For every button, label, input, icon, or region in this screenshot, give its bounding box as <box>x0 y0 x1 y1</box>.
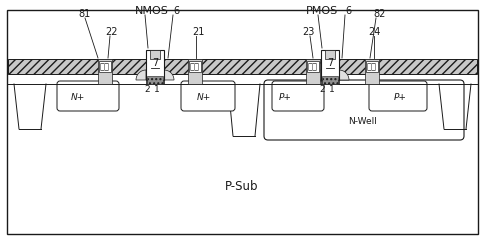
FancyBboxPatch shape <box>181 81 235 111</box>
Text: 漏极: 漏极 <box>190 62 199 71</box>
Text: 82: 82 <box>373 9 385 19</box>
Text: 23: 23 <box>301 27 314 37</box>
Bar <box>305 59 319 84</box>
FancyBboxPatch shape <box>272 81 323 111</box>
Bar <box>320 80 338 84</box>
FancyBboxPatch shape <box>57 81 119 111</box>
FancyBboxPatch shape <box>368 81 426 111</box>
Wedge shape <box>338 70 348 80</box>
Bar <box>321 76 337 84</box>
Text: N-Well: N-Well <box>348 118 377 127</box>
Wedge shape <box>164 70 174 80</box>
Bar <box>8 59 476 74</box>
Text: 81: 81 <box>79 9 91 19</box>
Text: N+: N+ <box>71 93 85 103</box>
Text: 源极: 源极 <box>100 62 110 71</box>
Text: 22: 22 <box>106 27 118 37</box>
Wedge shape <box>310 70 320 80</box>
Text: P-Sub: P-Sub <box>225 181 258 194</box>
Bar <box>324 50 334 59</box>
Text: 24: 24 <box>367 27 379 37</box>
Wedge shape <box>136 70 146 80</box>
Text: 7: 7 <box>326 59 333 68</box>
Text: P+: P+ <box>393 93 406 103</box>
Text: 1: 1 <box>154 85 160 94</box>
Bar <box>320 50 338 80</box>
Text: 源极: 源极 <box>307 62 318 71</box>
Text: 6: 6 <box>344 6 350 16</box>
Text: 漏极: 漏极 <box>366 62 376 71</box>
Text: 1: 1 <box>329 85 334 94</box>
Bar <box>146 80 164 84</box>
FancyBboxPatch shape <box>263 80 463 140</box>
Text: 7: 7 <box>151 59 158 68</box>
Text: PMOS: PMOS <box>305 6 337 16</box>
Bar <box>98 59 112 84</box>
Bar <box>150 50 160 59</box>
Text: N+: N+ <box>197 93 211 103</box>
Text: 21: 21 <box>191 27 204 37</box>
Bar <box>188 59 201 84</box>
Text: 6: 6 <box>173 6 179 16</box>
Text: 2: 2 <box>318 85 324 94</box>
Text: 2: 2 <box>144 85 150 94</box>
Text: P+: P+ <box>278 93 291 103</box>
Bar <box>147 76 163 84</box>
Bar <box>364 59 378 84</box>
Bar <box>146 50 164 80</box>
Text: NMOS: NMOS <box>135 6 168 16</box>
